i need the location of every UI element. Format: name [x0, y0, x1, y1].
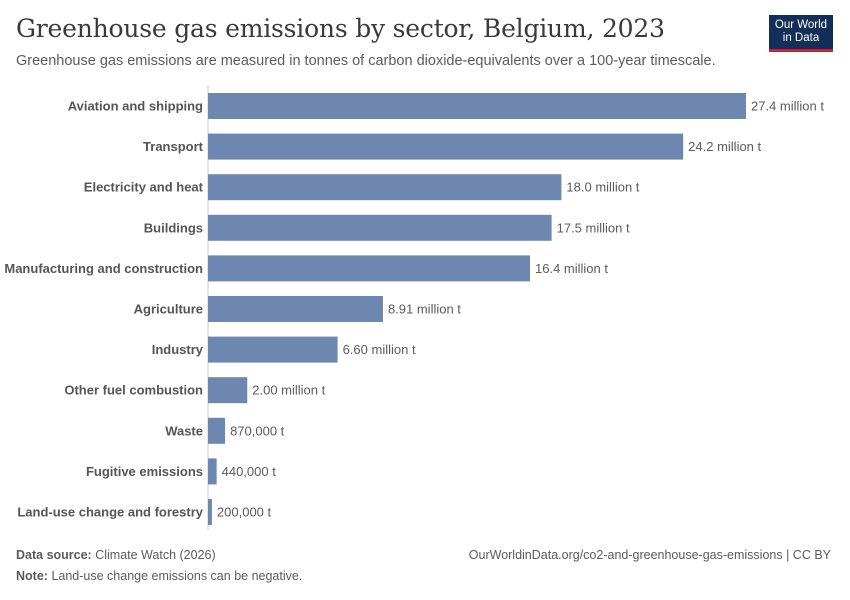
bar[interactable]	[208, 417, 226, 444]
category-label: Aviation and shipping	[68, 99, 203, 114]
bar[interactable]	[208, 93, 746, 119]
value-label: 8.91 million t	[388, 302, 461, 317]
category-label: Agriculture	[134, 302, 203, 317]
chart-title: Greenhouse gas emissions by sector, Belg…	[16, 14, 665, 43]
owid-logo[interactable]: Our World in Data	[769, 15, 833, 52]
bar[interactable]	[208, 377, 248, 404]
bar[interactable]	[208, 336, 338, 363]
value-label: 6.60 million t	[343, 342, 416, 357]
data-source-label: Data source:	[16, 548, 92, 562]
data-source-link[interactable]: Climate Watch (2026)	[95, 548, 216, 562]
chart-subtitle: Greenhouse gas emissions are measured in…	[16, 53, 716, 69]
category-label: Land-use change and forestry	[17, 505, 203, 520]
value-label: 440,000 t	[222, 464, 277, 479]
logo-line-2: in Data	[782, 32, 820, 44]
bar[interactable]	[208, 458, 217, 485]
category-label: Industry	[152, 342, 204, 357]
logo-line-1: Our World	[774, 19, 828, 31]
value-label: 16.4 million t	[535, 261, 608, 276]
category-label: Electricity and heat	[84, 180, 204, 195]
category-label: Waste	[165, 423, 203, 438]
value-label: 27.4 million t	[751, 99, 824, 114]
category-label: Manufacturing and construction	[4, 261, 203, 276]
note-text: Land-use change emissions can be negativ…	[51, 569, 303, 583]
bar[interactable]	[208, 214, 552, 241]
category-label: Buildings	[144, 220, 203, 235]
value-label: 18.0 million t	[566, 180, 639, 195]
value-label: 200,000 t	[217, 505, 272, 520]
value-label: 17.5 million t	[557, 220, 630, 235]
bar[interactable]	[208, 296, 383, 322]
category-label: Transport	[143, 139, 204, 154]
bar[interactable]	[208, 255, 531, 282]
chart-note: Note: Land-use change emissions can be n…	[16, 569, 302, 583]
value-label: 870,000 t	[230, 423, 285, 438]
bar-chart: Aviation and shipping 27.4 million t Trans…	[4, 85, 824, 530]
note-label: Note:	[16, 569, 48, 583]
value-label: 24.2 million t	[688, 139, 761, 154]
bar[interactable]	[208, 133, 684, 160]
value-label: 2.00 million t	[252, 383, 325, 398]
bar[interactable]	[208, 174, 562, 201]
data-source: Data source: Climate Watch (2026)	[16, 548, 216, 562]
bar[interactable]	[208, 499, 212, 525]
category-label: Fugitive emissions	[86, 464, 203, 479]
category-label: Other fuel combustion	[64, 383, 203, 398]
source-url[interactable]: OurWorldinData.org/co2-and-greenhouse-ga…	[468, 548, 831, 562]
